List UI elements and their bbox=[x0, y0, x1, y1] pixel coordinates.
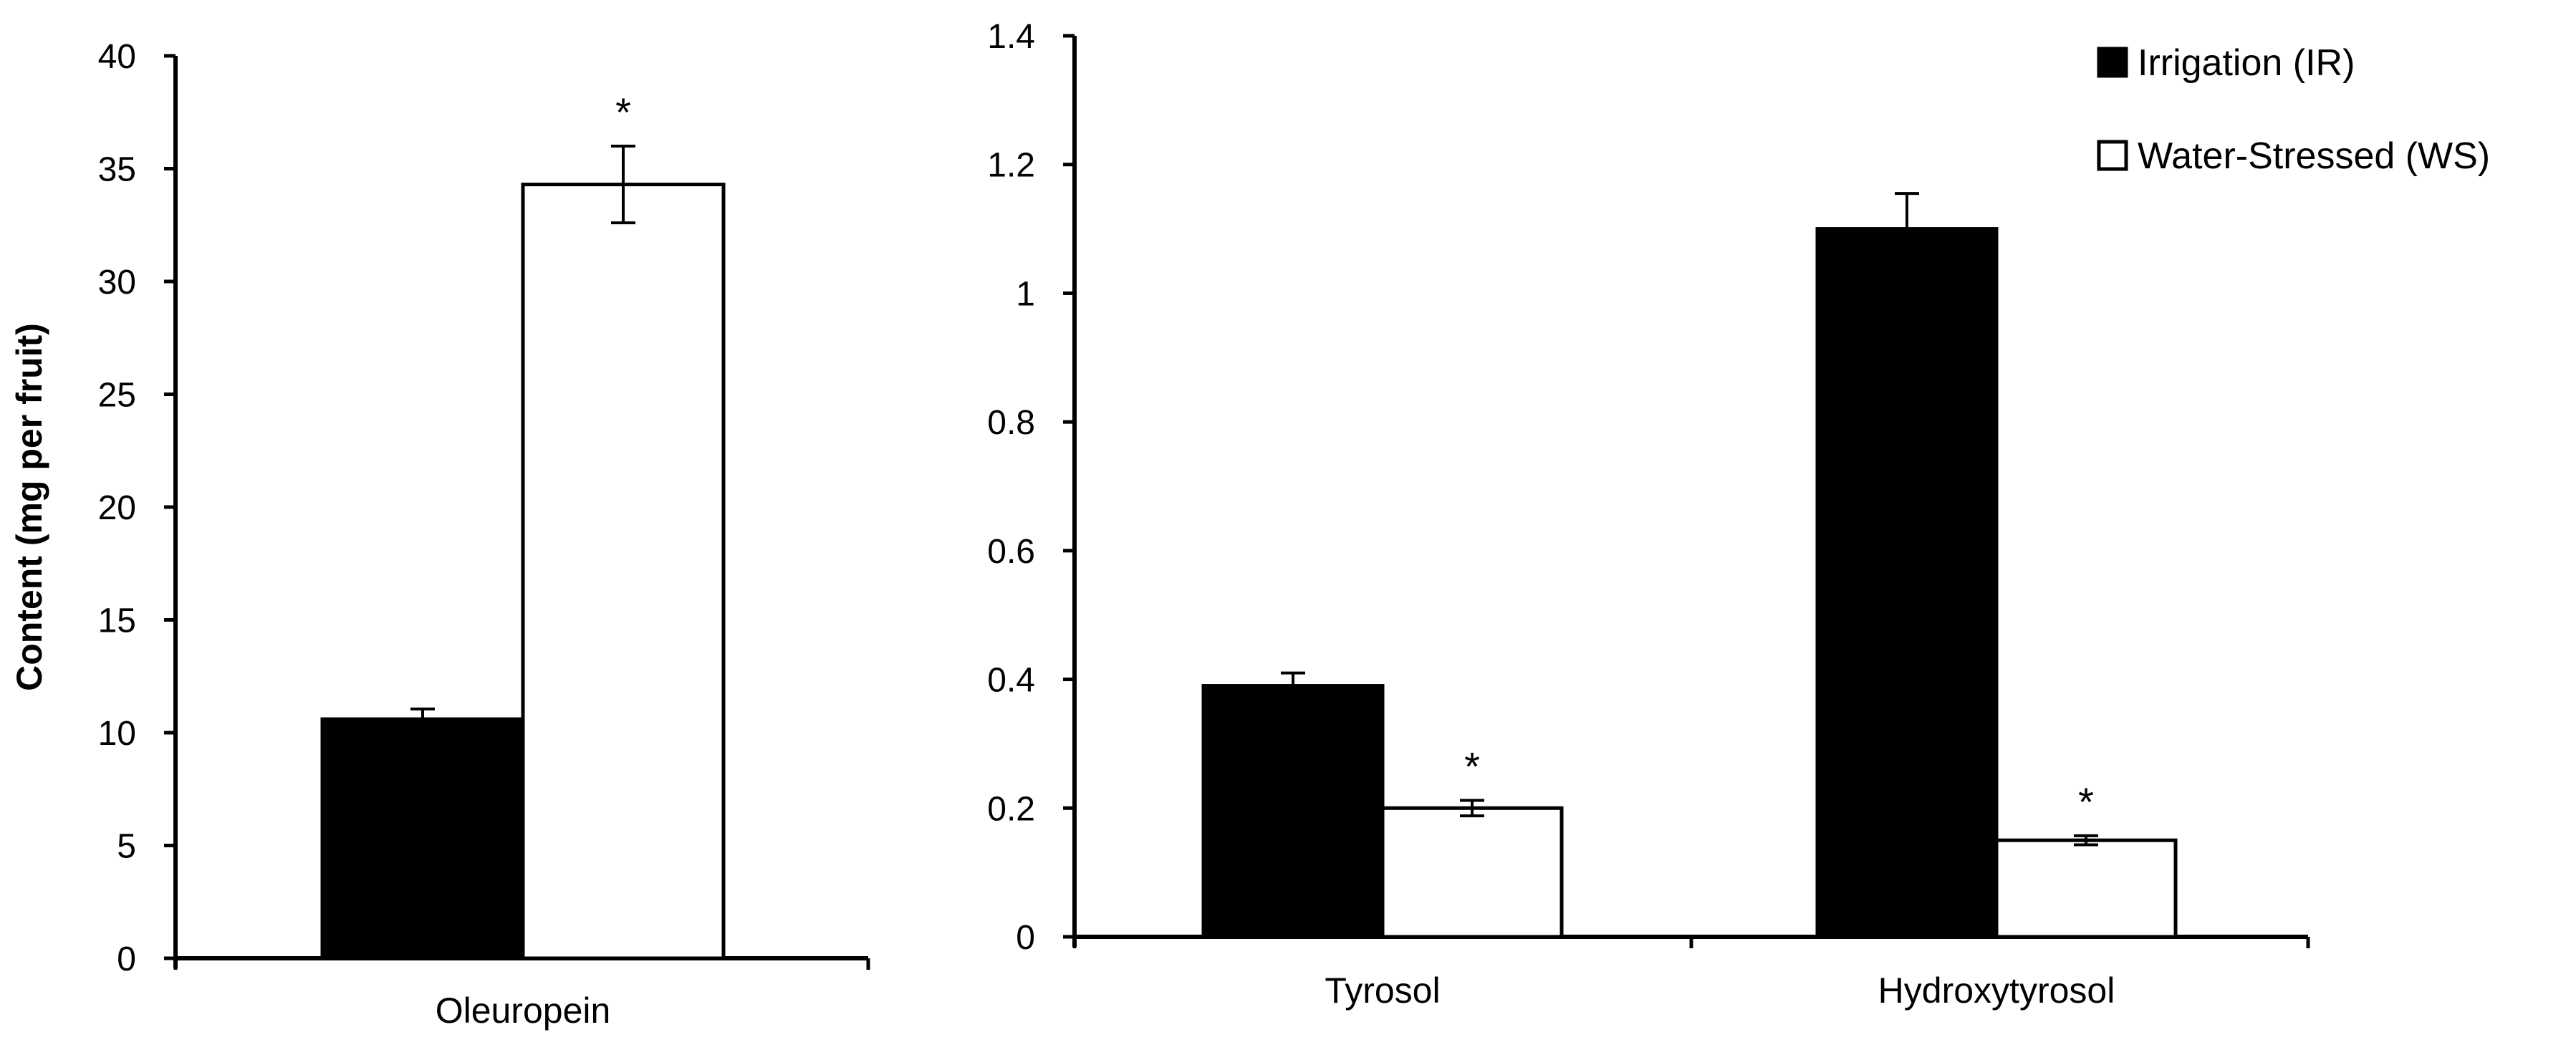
y-tick-label: 1.2 bbox=[987, 147, 1035, 185]
legend-swatch-water-stressed-ws bbox=[2097, 140, 2128, 171]
y-tick-label: 25 bbox=[98, 377, 136, 415]
y-tick-label: 10 bbox=[98, 715, 136, 753]
y-tick-label: 30 bbox=[98, 264, 136, 302]
y-tick-label: 0.4 bbox=[987, 662, 1035, 700]
category-label-tyrosol: Tyrosol bbox=[1325, 970, 1440, 1011]
significance-marker: * bbox=[1464, 744, 1480, 789]
y-tick-label: 0.2 bbox=[987, 790, 1035, 828]
y-tick-label: 1 bbox=[1016, 275, 1035, 313]
legend: Irrigation (IR) Water-Stressed (WS) bbox=[2097, 42, 2490, 177]
y-tick-label: 0.6 bbox=[987, 533, 1035, 571]
category-label-oleuropein: Oleuropein bbox=[436, 991, 611, 1031]
y-axis-title: Content (mg per fruit) bbox=[9, 323, 49, 691]
bar-water-stressed-ws-hydroxytyrosol bbox=[1994, 838, 2178, 939]
y-tick-label: 15 bbox=[98, 602, 136, 640]
y-tick-label: 0.8 bbox=[987, 404, 1035, 442]
y-tick-label: 1.4 bbox=[987, 18, 1035, 56]
y-tick-label: 35 bbox=[98, 151, 136, 189]
legend-swatch-irrigation-ir bbox=[2097, 47, 2128, 78]
legend-label-irrigation-ir: Irrigation (IR) bbox=[2138, 42, 2355, 84]
y-tick-label: 0 bbox=[1016, 919, 1035, 957]
y-tick-label: 20 bbox=[98, 489, 136, 527]
y-tick-label: 0 bbox=[117, 940, 136, 978]
bar-water-stressed-ws-oleuropein bbox=[521, 183, 726, 960]
legend-label-water-stressed-ws: Water-Stressed (WS) bbox=[2138, 135, 2490, 177]
bar-irrigation-ir-tyrosol bbox=[1201, 684, 1385, 939]
bar-irrigation-ir-hydroxytyrosol bbox=[1815, 227, 1999, 939]
significance-marker: * bbox=[2078, 779, 2094, 824]
category-label-hydroxytyrosol: Hydroxytyrosol bbox=[1878, 970, 2115, 1011]
bar-irrigation-ir-oleuropein bbox=[320, 717, 525, 960]
oleuropein-chart: 0 5 10 15 20 25 30 35 40 Content (mg per fruit) Ol… bbox=[9, 38, 870, 1031]
tyrosol-hydroxytyrosol-chart: 0 0.2 0.4 0.6 0.8 1 1.2 1.4 Tyrosol Hydroxytyroso… bbox=[987, 18, 2310, 1011]
significance-marker: * bbox=[615, 90, 631, 135]
y-tick-label: 40 bbox=[98, 38, 136, 76]
bar-water-stressed-ws-tyrosol bbox=[1380, 806, 1564, 939]
y-tick-label: 5 bbox=[117, 828, 136, 866]
